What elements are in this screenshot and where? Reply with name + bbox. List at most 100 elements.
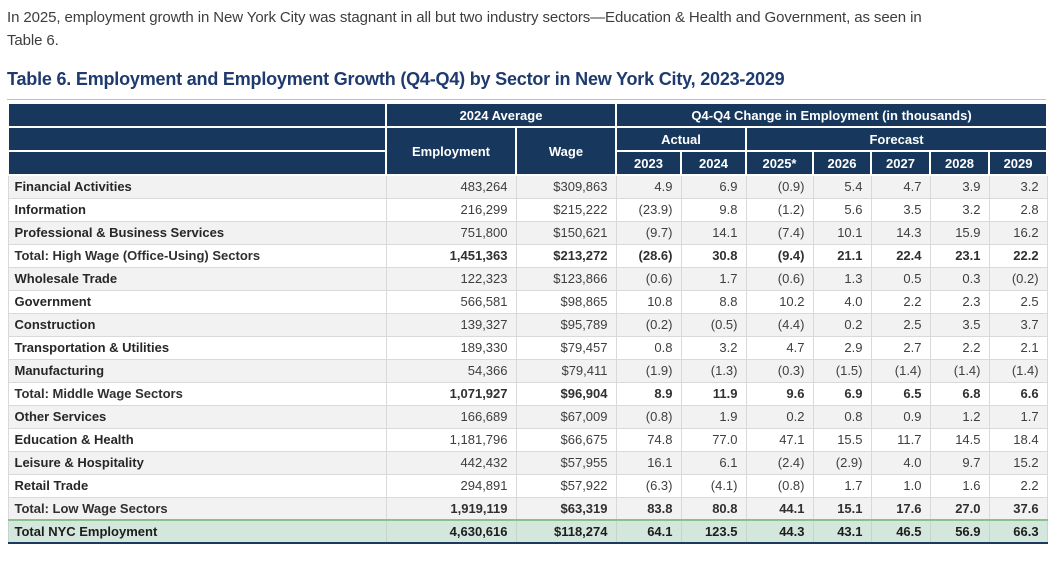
value-cell: (9.4) <box>745 243 814 268</box>
header-year-2024: 2024 <box>680 150 747 176</box>
value-cell: 83.8 <box>615 496 682 521</box>
employment-cell: 1,919,119 <box>385 496 517 521</box>
header-group-2024-average: 2024 Average <box>385 102 617 128</box>
sector-cell: Education & Health <box>7 427 387 452</box>
wage-cell: $118,274 <box>515 519 617 544</box>
value-cell: 0.2 <box>812 312 872 337</box>
value-cell: 0.8 <box>812 404 872 429</box>
wage-cell: $66,675 <box>515 427 617 452</box>
header-year-2025: 2025* <box>745 150 814 176</box>
table-row: Other Services 166,689 $67,009 (0.8) 1.9 0.2 0… <box>7 404 1048 429</box>
value-cell: (1.5) <box>812 358 872 383</box>
employment-cell: 751,800 <box>385 220 517 245</box>
value-cell: 56.9 <box>929 519 990 544</box>
value-cell: 4.0 <box>870 450 931 475</box>
value-cell: 5.4 <box>812 174 872 199</box>
value-cell: (0.2) <box>615 312 682 337</box>
value-cell: 4.0 <box>812 289 872 314</box>
value-cell: 4.7 <box>870 174 931 199</box>
employment-cell: 1,181,796 <box>385 427 517 452</box>
value-cell: (0.6) <box>615 266 682 291</box>
value-cell: 2.8 <box>988 197 1048 222</box>
value-cell: 64.1 <box>615 519 682 544</box>
wage-cell: $79,457 <box>515 335 617 360</box>
value-cell: 46.5 <box>870 519 931 544</box>
wage-cell: $63,319 <box>515 496 617 521</box>
wage-cell: $213,272 <box>515 243 617 268</box>
value-cell: 8.9 <box>615 381 682 406</box>
employment-cell: 294,891 <box>385 473 517 498</box>
value-cell: 66.3 <box>988 519 1048 544</box>
wage-cell: $123,866 <box>515 266 617 291</box>
sector-cell: Retail Trade <box>7 473 387 498</box>
value-cell: (0.8) <box>745 473 814 498</box>
table-row: Education & Health 1,181,796 $66,675 74.8 77… <box>7 427 1048 452</box>
value-cell: 16.1 <box>615 450 682 475</box>
sector-cell: Construction <box>7 312 387 337</box>
value-cell: 22.4 <box>870 243 931 268</box>
header-blank-cell <box>7 102 387 128</box>
value-cell: 74.8 <box>615 427 682 452</box>
wage-cell: $215,222 <box>515 197 617 222</box>
value-cell: 9.8 <box>680 197 747 222</box>
table-container: 2024 Average Q4-Q4 Change in Employment … <box>7 99 1049 544</box>
table-row: Wholesale Trade 122,323 $123,866 (0.6) 1.7 (0… <box>7 266 1048 291</box>
value-cell: 15.1 <box>812 496 872 521</box>
value-cell: (1.3) <box>680 358 747 383</box>
value-cell: 4.7 <box>745 335 814 360</box>
value-cell: (1.4) <box>870 358 931 383</box>
value-cell: 22.2 <box>988 243 1048 268</box>
header-blank-cell <box>7 126 387 152</box>
header-row-years: 2023 2024 2025* 2026 2027 2028 2029 <box>7 150 1049 176</box>
header-row-subgroups: Employment Wage Actual Forecast <box>7 126 1049 176</box>
page: In 2025, employment growth in New York C… <box>7 9 1049 544</box>
value-cell: (1.4) <box>988 358 1048 383</box>
value-cell: 10.2 <box>745 289 814 314</box>
value-cell: 1.7 <box>680 266 747 291</box>
employment-cell: 1,071,927 <box>385 381 517 406</box>
value-cell: 18.4 <box>988 427 1048 452</box>
value-cell: (4.1) <box>680 473 747 498</box>
value-cell: 23.1 <box>929 243 990 268</box>
value-cell: 2.5 <box>988 289 1048 314</box>
value-cell: (23.9) <box>615 197 682 222</box>
intro-line2: Table 6. <box>7 32 59 49</box>
value-cell: (0.2) <box>988 266 1048 291</box>
value-cell: 27.0 <box>929 496 990 521</box>
table-header: 2024 Average Q4-Q4 Change in Employment … <box>7 102 1049 176</box>
sector-cell: Total: Low Wage Sectors <box>7 496 387 521</box>
sector-cell: Leisure & Hospitality <box>7 450 387 475</box>
value-cell: 1.9 <box>680 404 747 429</box>
wage-cell: $57,922 <box>515 473 617 498</box>
value-cell: 37.6 <box>988 496 1048 521</box>
employment-cell: 216,299 <box>385 197 517 222</box>
value-cell: (0.6) <box>745 266 814 291</box>
value-cell: 0.3 <box>929 266 990 291</box>
sector-cell: Financial Activities <box>7 174 387 199</box>
value-cell: 14.1 <box>680 220 747 245</box>
table-row: Manufacturing 54,366 $79,411 (1.9) (1.3) (0.3… <box>7 358 1048 383</box>
value-cell: 0.2 <box>745 404 814 429</box>
table-row: Financial Activities 483,264 $309,863 4.9 6.… <box>7 174 1048 199</box>
value-cell: 80.8 <box>680 496 747 521</box>
wage-cell: $67,009 <box>515 404 617 429</box>
table-row: Total NYC Employment 4,630,616 $118,274 64.… <box>7 519 1048 544</box>
employment-cell: 122,323 <box>385 266 517 291</box>
value-cell: (0.8) <box>615 404 682 429</box>
table-row: Information 216,299 $215,222 (23.9) 9.8 (1.2)… <box>7 197 1048 222</box>
value-cell: 11.7 <box>870 427 931 452</box>
header-year-2028: 2028 <box>929 150 990 176</box>
header-group-q4-change: Q4-Q4 Change in Employment (in thousands… <box>614 102 1049 128</box>
value-cell: 2.2 <box>929 335 990 360</box>
table-row: Transportation & Utilities 189,330 $79,457… <box>7 335 1048 360</box>
value-cell: 1.7 <box>812 473 872 498</box>
value-cell: 3.9 <box>929 174 990 199</box>
sector-cell: Manufacturing <box>7 358 387 383</box>
value-cell: 2.7 <box>870 335 931 360</box>
header-blank-cell <box>7 150 387 176</box>
header-year-2026: 2026 <box>812 150 872 176</box>
value-cell: 5.6 <box>812 197 872 222</box>
wage-cell: $95,789 <box>515 312 617 337</box>
value-cell: (4.4) <box>745 312 814 337</box>
value-cell: (2.9) <box>812 450 872 475</box>
